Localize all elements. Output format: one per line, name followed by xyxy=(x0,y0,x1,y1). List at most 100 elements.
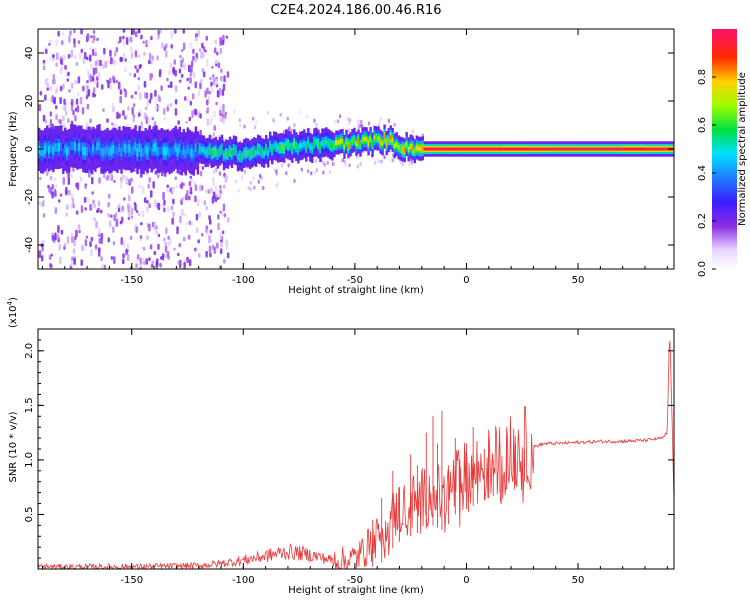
noise-speckle xyxy=(380,159,383,164)
ridge-cell xyxy=(409,144,412,149)
noise-speckle xyxy=(199,113,202,119)
ridge-cell xyxy=(602,147,605,151)
noise-speckle xyxy=(73,238,76,247)
ridge-cell xyxy=(92,143,95,153)
ridge-cell xyxy=(341,138,344,144)
noise-speckle xyxy=(194,57,198,63)
noise-speckle xyxy=(411,129,415,134)
noise-speckle xyxy=(259,173,262,178)
noise-speckle xyxy=(219,41,222,46)
noise-speckle xyxy=(225,35,229,39)
noise-speckle xyxy=(61,32,65,36)
x-tick-label: -150 xyxy=(120,275,143,286)
noise-speckle xyxy=(212,74,215,78)
noise-speckle xyxy=(84,183,88,187)
noise-speckle xyxy=(199,170,203,177)
noise-speckle xyxy=(163,116,166,121)
noise-speckle xyxy=(223,184,226,189)
noise-speckle xyxy=(249,187,252,192)
ridge-cell xyxy=(570,147,573,151)
noise-speckle xyxy=(219,47,223,55)
noise-speckle xyxy=(172,66,175,75)
noise-speckle xyxy=(43,62,46,67)
noise-speckle xyxy=(223,258,226,264)
noise-speckle xyxy=(153,250,156,256)
ridge-cell xyxy=(536,147,539,151)
ridge-cell xyxy=(419,146,422,152)
ridge-cell xyxy=(214,148,218,155)
noise-speckle xyxy=(213,111,216,119)
noise-speckle xyxy=(192,55,195,61)
noise-speckle xyxy=(121,205,124,212)
ridge-cell xyxy=(216,151,220,158)
noise-speckle xyxy=(42,199,45,207)
noise-speckle xyxy=(190,178,193,183)
noise-speckle xyxy=(52,54,55,58)
ridge-cell xyxy=(477,147,481,151)
noise-speckle xyxy=(137,54,141,58)
noise-speckle xyxy=(221,89,225,96)
ridge-cell xyxy=(560,147,563,151)
x-tick-label: 0 xyxy=(463,575,469,586)
ridge-cell xyxy=(427,147,430,151)
ridge-cell xyxy=(574,147,577,151)
ridge-cell xyxy=(279,144,282,151)
noise-speckle xyxy=(215,193,218,198)
snr-axes: -150 -100 -50 0 50 0.5 1.0 1.5 2.0 xyxy=(24,329,674,586)
ridge-cell xyxy=(311,145,314,152)
noise-speckle xyxy=(197,29,200,37)
noise-speckle xyxy=(210,187,213,194)
ridge-cell xyxy=(303,140,306,147)
ridge-cell xyxy=(260,149,264,156)
noise-speckle xyxy=(182,42,186,50)
noise-speckle xyxy=(253,185,256,190)
noise-speckle xyxy=(67,177,71,185)
noise-speckle xyxy=(175,185,179,189)
noise-speckle xyxy=(115,218,118,227)
noise-speckle xyxy=(122,29,126,33)
noise-speckle xyxy=(199,82,202,90)
ridge-cell xyxy=(58,143,61,152)
noise-speckle xyxy=(54,190,57,198)
ridge-cell xyxy=(267,150,270,156)
ridge-cell xyxy=(469,147,473,151)
noise-speckle xyxy=(123,40,126,47)
ridge-cell xyxy=(234,147,238,154)
noise-speckle xyxy=(197,199,200,207)
ridge-cell xyxy=(202,147,206,153)
ridge-cell xyxy=(518,147,521,151)
ridge-cell xyxy=(343,144,346,150)
ridge-cell xyxy=(82,146,85,155)
ridge-cell xyxy=(46,142,49,152)
y-tick-label: 0 xyxy=(24,146,35,152)
noise-speckle xyxy=(148,203,151,209)
noise-speckle xyxy=(147,117,150,124)
noise-speckle xyxy=(101,84,104,90)
ridge-cell xyxy=(564,147,567,151)
noise-speckle xyxy=(52,74,56,81)
noise-speckle xyxy=(124,89,127,98)
noise-speckle xyxy=(206,118,210,126)
noise-speckle xyxy=(94,67,98,74)
noise-speckle xyxy=(293,123,296,128)
ridge-cell xyxy=(232,147,236,153)
ridge-cell xyxy=(522,147,525,151)
ridge-cell xyxy=(262,150,266,157)
noise-speckle xyxy=(189,100,193,106)
ridge-cell xyxy=(558,147,561,151)
noise-speckle xyxy=(73,42,76,48)
colorbar-tick-label: 0.4 xyxy=(697,165,708,181)
ridge-cell xyxy=(461,147,465,151)
noise-speckle xyxy=(97,227,101,236)
ridge-cell xyxy=(48,145,51,155)
ridge-cell xyxy=(443,147,447,151)
ridge-cell xyxy=(538,147,541,151)
noise-speckle xyxy=(83,246,86,251)
noise-speckle xyxy=(197,90,201,97)
noise-speckle xyxy=(55,86,58,94)
noise-speckle xyxy=(197,111,200,118)
ridge-cell xyxy=(389,135,392,140)
noise-speckle xyxy=(84,207,87,211)
ridge-cell xyxy=(481,147,485,151)
noise-speckle xyxy=(139,92,142,100)
